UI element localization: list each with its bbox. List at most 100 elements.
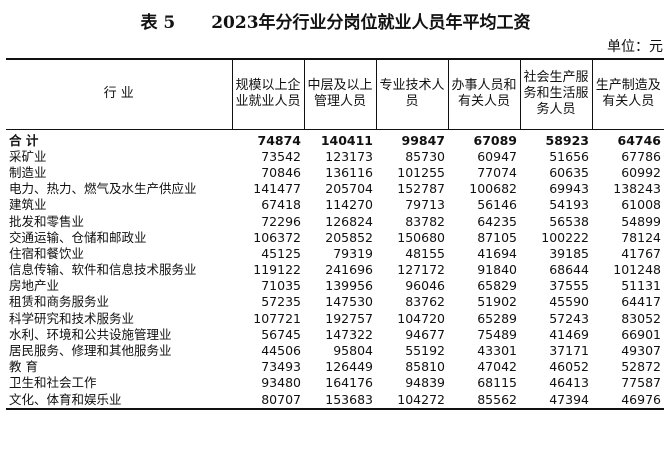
wage-cell: 46413 [549, 375, 589, 391]
wage-cell: 73542 [261, 148, 301, 164]
wage-cell: 58923 [545, 132, 590, 148]
table-row: 房地产业 71035 139956 96046 65829 37555 51131 [6, 278, 664, 294]
table-body: 合 计 74874 140411 99847 67089 58923 64746 采矿业 735… [6, 129, 664, 410]
wage-cell: 205704 [325, 181, 373, 197]
wage-cell: 119122 [253, 262, 301, 278]
wage-cell: 39185 [549, 245, 589, 261]
industry-name: 采矿业 [9, 148, 47, 164]
wage-cell: 104272 [376, 391, 448, 410]
column-header: 生产制造及有关人员 [591, 58, 664, 130]
industry-name: 交通运输、仓储和邮政业 [9, 229, 147, 245]
wage-cell: 93480 [261, 375, 301, 391]
wage-cell: 44506 [261, 343, 301, 359]
wage-cell: 150680 [397, 229, 445, 245]
wage-table: 行 业规模以上企业就业人员 中层及以上管理人员 专业技术人员 办事人员和有关人员 社会生… [6, 58, 664, 410]
wage-cell: 46052 [549, 359, 589, 375]
wage-cell: 77587 [621, 375, 661, 391]
wage-cell: 51656 [549, 148, 589, 164]
wage-cell: 41694 [477, 245, 517, 261]
wage-cell: 47394 [520, 391, 592, 410]
wage-cell: 60947 [477, 148, 517, 164]
table-row: 卫生和社会工作 93480 164176 94839 68115 46413 77587 [6, 375, 664, 391]
wage-cell: 85562 [448, 391, 520, 410]
wage-cell: 94839 [405, 375, 445, 391]
industry-name: 居民服务、修理和其他服务业 [9, 343, 172, 359]
wage-cell: 141477 [253, 181, 301, 197]
wage-cell: 57235 [261, 294, 301, 310]
wage-cell: 205852 [325, 229, 373, 245]
wage-cell: 56146 [477, 197, 517, 213]
wage-cell: 56538 [549, 213, 589, 229]
wage-cell: 54899 [621, 213, 661, 229]
wage-cell: 64417 [621, 294, 661, 310]
wage-cell: 75489 [477, 326, 517, 342]
wage-cell: 64235 [477, 213, 517, 229]
wage-cell: 83052 [621, 310, 661, 326]
wage-cell: 45590 [549, 294, 589, 310]
wage-cell: 37171 [549, 343, 589, 359]
industry-name: 建筑业 [9, 197, 47, 213]
wage-cell: 79319 [333, 245, 373, 261]
wage-cell: 77074 [477, 164, 517, 180]
wage-cell: 100222 [541, 229, 589, 245]
table-row: 科学研究和技术服务业 107721 192757 104720 65289 57243 83… [6, 311, 664, 327]
industry-name: 房地产业 [9, 278, 60, 294]
wage-cell: 68644 [549, 262, 589, 278]
wage-cell: 48155 [405, 245, 445, 261]
wage-cell: 136116 [325, 164, 373, 180]
industry-name: 租赁和商务服务业 [9, 294, 110, 310]
industry-name: 住宿和餐饮业 [9, 245, 85, 261]
wage-cell: 65289 [477, 310, 517, 326]
industry-name: 文化、体育和娱乐业 [6, 391, 232, 410]
table-row: 合 计 74874 140411 99847 67089 58923 64746 [6, 129, 664, 149]
wage-cell: 73493 [261, 359, 301, 375]
column-header: 专业技术人员 [375, 58, 448, 130]
wage-cell: 72296 [261, 213, 301, 229]
wage-cell: 47042 [477, 359, 517, 375]
industry-name: 信息传输、软件和信息技术服务业 [9, 262, 197, 278]
industry-name: 批发和零售业 [9, 213, 85, 229]
wage-cell: 101248 [613, 262, 661, 278]
table-row: 交通运输、仓储和邮政业 106372 205852 150680 87105 100222… [6, 230, 664, 246]
wage-cell: 96046 [405, 278, 445, 294]
wage-cell: 67786 [621, 148, 661, 164]
industry-name: 科学研究和技术服务业 [9, 310, 135, 326]
wage-cell: 123173 [325, 148, 373, 164]
wage-cell: 43301 [477, 343, 517, 359]
wage-cell: 87105 [477, 229, 517, 245]
wage-cell: 164176 [325, 375, 373, 391]
wage-cell: 106372 [253, 229, 301, 245]
wage-cell: 41767 [621, 245, 661, 261]
wage-cell: 54193 [549, 197, 589, 213]
table-row: 建筑业 67418 114270 79713 56146 54193 61008 [6, 197, 664, 213]
wage-cell: 138243 [613, 181, 661, 197]
wage-cell: 85810 [405, 359, 445, 375]
table-row: 居民服务、修理和其他服务业 44506 95804 55192 43301 37171 49… [6, 343, 664, 359]
industry-name: 制造业 [9, 164, 47, 180]
table-row: 水利、环境和公共设施管理业 56745 147322 94677 75489 41469 6… [6, 327, 664, 343]
table-row: 电力、热力、燃气及水生产供应业 141477 205704 152787 100682 6… [6, 181, 664, 197]
wage-cell: 67418 [261, 197, 301, 213]
table-row: 教 育 73493 126449 85810 47042 46052 52872 [6, 359, 664, 375]
wage-cell: 94677 [405, 326, 445, 342]
table-title: 2023年分行业分岗位就业人员年平均工资 [211, 13, 531, 33]
industry-name: 水利、环境和公共设施管理业 [9, 326, 172, 342]
wage-cell: 64746 [617, 132, 662, 148]
wage-cell: 114270 [325, 197, 373, 213]
industry-name: 合 计 [9, 132, 39, 148]
wage-cell: 68115 [477, 375, 517, 391]
wage-cell: 41469 [549, 326, 589, 342]
wage-cell: 101255 [397, 164, 445, 180]
table-number: 表 5 [140, 13, 176, 33]
wage-cell: 79713 [405, 197, 445, 213]
wage-cell: 100682 [469, 181, 517, 197]
wage-cell: 127172 [397, 262, 445, 278]
wage-cell: 60635 [549, 164, 589, 180]
wage-cell: 45125 [261, 245, 301, 261]
wage-cell: 65829 [477, 278, 517, 294]
column-header: 社会生产服务和生活服务人员 [519, 58, 592, 130]
column-header: 规模以上企业就业人员 [231, 58, 304, 130]
wage-cell: 52872 [621, 359, 661, 375]
wage-cell: 60992 [621, 164, 661, 180]
